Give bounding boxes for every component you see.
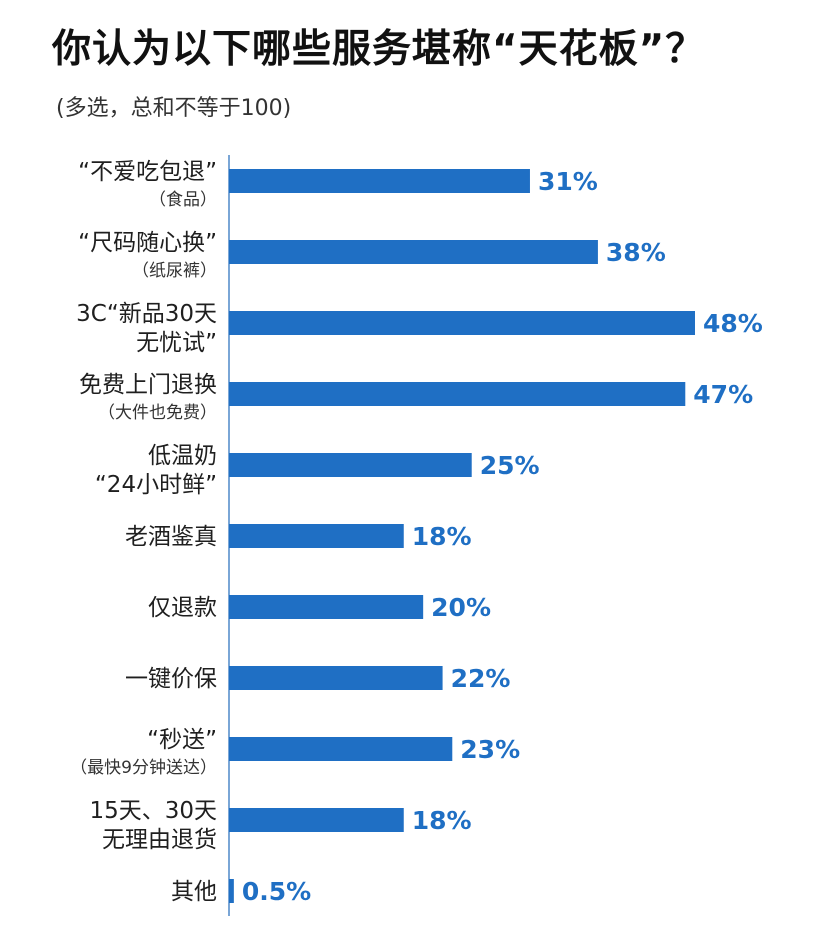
data-label: 48% xyxy=(703,309,763,338)
category-label: 低温奶 xyxy=(148,443,217,469)
category-label-line2: 无忧试” xyxy=(136,330,217,356)
category-label-line2: （最快9分钟送达） xyxy=(70,758,217,778)
category-label-line2: “24小时鲜” xyxy=(95,472,217,498)
category-label: “尺码随心换” xyxy=(78,230,217,256)
category-label: 老酒鉴真 xyxy=(125,524,217,550)
category-label-line2: （大件也免费） xyxy=(98,403,217,423)
bar xyxy=(229,595,424,619)
data-label: 25% xyxy=(480,451,540,480)
bar xyxy=(229,240,598,264)
bar xyxy=(229,169,530,193)
bar xyxy=(229,311,695,335)
bar xyxy=(229,453,472,477)
chart-title: 你认为以下哪些服务堪称“天花板”？ xyxy=(52,27,706,72)
category-label: “不爱吃包退” xyxy=(78,159,217,185)
category-label-line2: （纸尿裤） xyxy=(132,261,217,281)
bar xyxy=(229,524,404,548)
data-label: 22% xyxy=(451,664,511,693)
category-label-line2: 无理由退货 xyxy=(102,827,217,853)
data-label: 47% xyxy=(693,380,753,409)
bar xyxy=(229,879,234,903)
category-label: 仅退款 xyxy=(148,595,217,621)
category-label: 一键价保 xyxy=(125,666,217,692)
data-label: 18% xyxy=(412,806,472,835)
category-label: 3C“新品30天 xyxy=(76,301,217,327)
category-label-line2: （食品） xyxy=(149,190,217,210)
data-label: 31% xyxy=(538,167,598,196)
bar xyxy=(229,666,443,690)
data-label: 38% xyxy=(606,238,666,267)
bar xyxy=(229,382,686,406)
category-label: “秒送” xyxy=(147,727,217,753)
bar xyxy=(229,808,404,832)
category-label: 免费上门退换 xyxy=(79,372,217,398)
chart-subtitle: (多选，总和不等于100) xyxy=(56,96,292,121)
bar xyxy=(229,737,453,761)
data-label: 20% xyxy=(431,593,491,622)
category-label: 15天、30天 xyxy=(89,798,217,824)
category-label: 其他 xyxy=(171,879,217,905)
data-label: 0.5% xyxy=(242,877,311,906)
data-label: 23% xyxy=(460,735,520,764)
data-label: 18% xyxy=(412,522,472,551)
